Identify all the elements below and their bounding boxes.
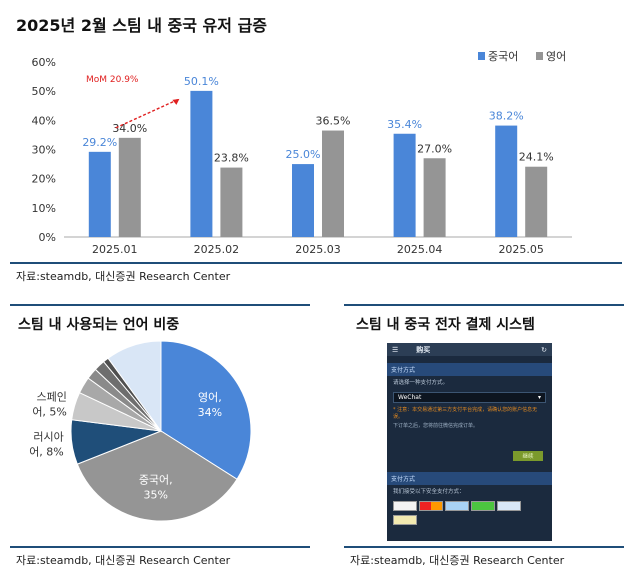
data-label: 27.0% xyxy=(417,142,452,155)
pie-label: 중국어, xyxy=(139,474,173,487)
mom-arrowhead xyxy=(172,98,180,105)
data-label: 24.1% xyxy=(519,151,554,164)
refresh-icon: ↻ xyxy=(541,345,547,354)
pie-slice xyxy=(76,430,238,522)
divider xyxy=(10,546,310,548)
payment-screenshot: ☰ 购买 ↻ 支付方式 请选择一种支付方式。 WeChat ▾ * 注意：本交易… xyxy=(387,343,552,541)
data-label: 34.0% xyxy=(112,122,147,135)
phone-section-title-2: 支付方式 xyxy=(387,472,552,485)
continue-button: 继续 xyxy=(513,451,543,461)
pie-label: 스페인 xyxy=(37,391,67,404)
chart-title: 2025년 2월 스팀 내 중국 유저 급증 xyxy=(16,16,268,35)
payment-cards xyxy=(387,499,552,513)
pie-label: 어, 8% xyxy=(29,445,64,458)
y-tick-label: 30% xyxy=(32,144,56,157)
bar xyxy=(322,130,344,237)
data-label: 35.4% xyxy=(387,118,422,131)
x-tick-label: 2025.05 xyxy=(498,243,544,256)
visa-card-icon xyxy=(393,501,417,511)
pie-label: 러시아 xyxy=(33,430,63,443)
bar xyxy=(525,166,548,237)
phone-prompt: 请选择一种支付方式。 xyxy=(393,380,449,386)
legend-label: 영어 xyxy=(546,50,566,63)
bar xyxy=(118,137,141,237)
data-label: 38.2% xyxy=(489,110,524,123)
x-tick-label: 2025.04 xyxy=(397,243,443,256)
legend-label: 중국어 xyxy=(488,50,518,63)
y-tick-label: 10% xyxy=(32,202,56,215)
y-tick-label: 0% xyxy=(39,231,56,244)
bar xyxy=(292,164,314,237)
divider xyxy=(344,304,624,306)
phone-section-title: 支付方式 xyxy=(387,363,552,376)
pie-slice xyxy=(160,340,252,480)
divider xyxy=(10,262,622,264)
data-label: 36.5% xyxy=(316,115,351,128)
payment-source: 자료:steamdb, 대신증권 Research Center xyxy=(350,554,565,567)
y-tick-label: 20% xyxy=(32,173,56,186)
legend-swatch xyxy=(478,52,485,60)
x-tick-label: 2025.03 xyxy=(295,243,341,256)
divider xyxy=(10,304,310,306)
pie-label: 영어, xyxy=(198,391,222,404)
chevron-down-icon: ▾ xyxy=(537,394,541,401)
data-label: 29.2% xyxy=(82,136,117,149)
data-label: 25.0% xyxy=(286,148,321,161)
x-tick-label: 2025.01 xyxy=(92,243,138,256)
y-tick-label: 40% xyxy=(32,114,56,127)
amex-card-icon xyxy=(445,501,469,511)
phone-header-title: 购买 xyxy=(416,345,431,354)
menu-icon: ☰ xyxy=(392,345,399,354)
payment-method-select: WeChat ▾ xyxy=(393,392,546,403)
mom-annotation: MoM 20.9% xyxy=(86,75,139,85)
bar xyxy=(393,133,416,237)
phone-header: ☰ 购买 ↻ xyxy=(387,343,552,356)
alipay-icon xyxy=(393,515,417,525)
mastercard-icon xyxy=(419,501,443,511)
mom-arrow xyxy=(115,98,180,129)
payment-method-value: WeChat xyxy=(398,394,422,401)
legend-swatch xyxy=(536,52,543,60)
data-label: 50.1% xyxy=(184,75,219,88)
bar xyxy=(423,158,446,237)
pie-slice xyxy=(107,340,162,433)
pie-title: 스팀 내 사용되는 언어 비중 xyxy=(18,317,180,333)
bar xyxy=(495,125,518,237)
bar xyxy=(220,167,243,237)
x-tick-label: 2025.02 xyxy=(194,243,240,256)
wechat-pay-icon xyxy=(471,501,495,511)
pie-label: 35% xyxy=(144,489,168,502)
pie-label: 어, 5% xyxy=(32,406,67,419)
bar xyxy=(88,151,111,237)
pie-source: 자료:steamdb, 대신증권 Research Center xyxy=(16,554,231,567)
payment-cards-row2 xyxy=(387,513,552,527)
payment-title: 스팀 내 중국 전자 결제 시스템 xyxy=(356,317,535,333)
phone-note: 下订单之后，您将前往微信完成订单。 xyxy=(393,423,479,429)
unionpay-icon xyxy=(497,501,521,511)
bar xyxy=(190,90,213,237)
pie-label: 34% xyxy=(198,406,222,419)
phone-accepted: 我们接受以下安全支付方式： xyxy=(393,489,465,495)
phone-warning: * 注意：本交易通过第三方支付平台完成，请确认您的账户信息无误。 xyxy=(393,407,538,420)
y-tick-label: 60% xyxy=(32,56,56,69)
chart-source: 자료:steamdb, 대신증권 Research Center xyxy=(16,270,231,283)
bar-chart: 0% 10% 20% 30% 40% 50% 60% 29.2%34.0% 2025.01 50.… xyxy=(32,50,572,256)
data-label: 23.8% xyxy=(214,152,249,165)
divider xyxy=(344,546,624,548)
y-tick-label: 50% xyxy=(32,85,56,98)
